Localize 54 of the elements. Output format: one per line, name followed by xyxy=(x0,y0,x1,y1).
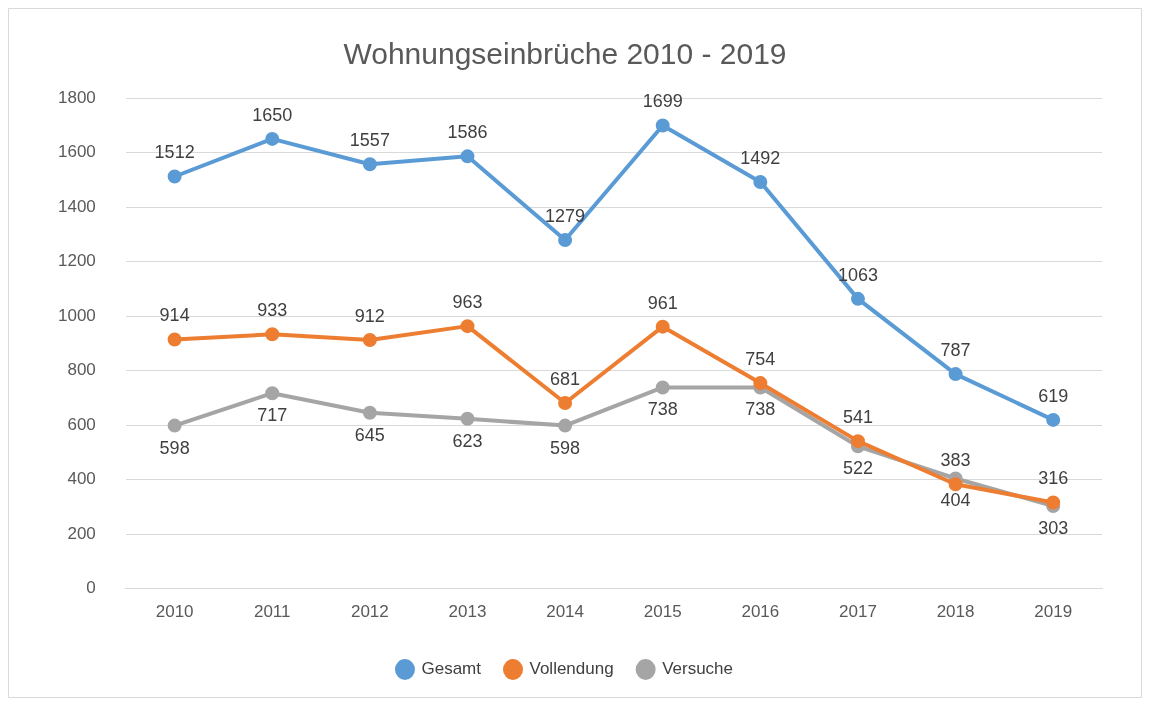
data-label: 1063 xyxy=(837,264,878,285)
data-label: 1279 xyxy=(545,205,586,226)
y-tick-label: 1400 xyxy=(57,196,96,216)
data-label: 598 xyxy=(159,437,190,458)
x-tick-label: 2017 xyxy=(839,602,877,622)
y-tick-label: 800 xyxy=(67,360,96,380)
x-tick-label: 2011 xyxy=(253,602,291,622)
x-tick-label: 2010 xyxy=(155,602,194,622)
data-label: 914 xyxy=(159,305,190,326)
x-tick-label: 2014 xyxy=(546,602,585,622)
data-label: 933 xyxy=(257,300,288,321)
data-label: 717 xyxy=(257,405,288,426)
legend-label: Gesamt xyxy=(421,659,482,679)
y-tick-label: 1600 xyxy=(57,142,96,162)
data-label: 404 xyxy=(940,490,971,511)
x-tick-label: 2013 xyxy=(448,602,487,622)
y-tick-label: 600 xyxy=(67,414,96,434)
data-label: 738 xyxy=(745,399,776,420)
data-label: 623 xyxy=(452,430,483,451)
y-tick-label: 400 xyxy=(67,469,96,489)
data-label: 963 xyxy=(452,292,483,313)
data-label: 522 xyxy=(842,458,873,479)
data-label: 541 xyxy=(842,407,873,428)
data-label: 619 xyxy=(1038,385,1069,406)
data-label: 316 xyxy=(1038,468,1069,489)
y-tick-label: 1200 xyxy=(57,251,96,271)
legend-label: Vollendung xyxy=(529,659,614,679)
data-label: 303 xyxy=(1038,517,1069,538)
data-label: 1512 xyxy=(154,142,195,163)
data-label: 1699 xyxy=(642,91,683,112)
data-label: 383 xyxy=(940,450,971,471)
y-tick-label: 1800 xyxy=(57,87,96,107)
y-tick-label: 0 xyxy=(86,578,96,598)
chart-title: Wohnungseinbrüche 2010 - 2019 xyxy=(343,37,787,71)
data-label: 754 xyxy=(745,349,776,370)
y-tick-label: 1000 xyxy=(57,305,96,325)
data-label: 738 xyxy=(647,399,678,420)
legend-label: Versuche xyxy=(662,659,734,679)
data-label: 787 xyxy=(940,340,971,361)
x-tick-label: 2016 xyxy=(741,602,780,622)
data-label: 598 xyxy=(550,437,581,458)
data-label: 645 xyxy=(354,424,385,445)
x-tick-label: 2019 xyxy=(1034,602,1073,622)
x-tick-label: 2012 xyxy=(350,602,389,622)
data-label: 912 xyxy=(354,306,385,326)
data-label: 1586 xyxy=(447,122,488,143)
y-tick-label: 200 xyxy=(67,523,96,543)
data-label: 1650 xyxy=(252,104,293,125)
data-label: 1492 xyxy=(740,147,781,168)
data-label: 961 xyxy=(647,292,678,313)
data-label: 1557 xyxy=(349,130,390,151)
x-tick-label: 2015 xyxy=(643,602,682,622)
x-tick-label: 2018 xyxy=(936,602,975,622)
data-label: 681 xyxy=(550,368,581,389)
